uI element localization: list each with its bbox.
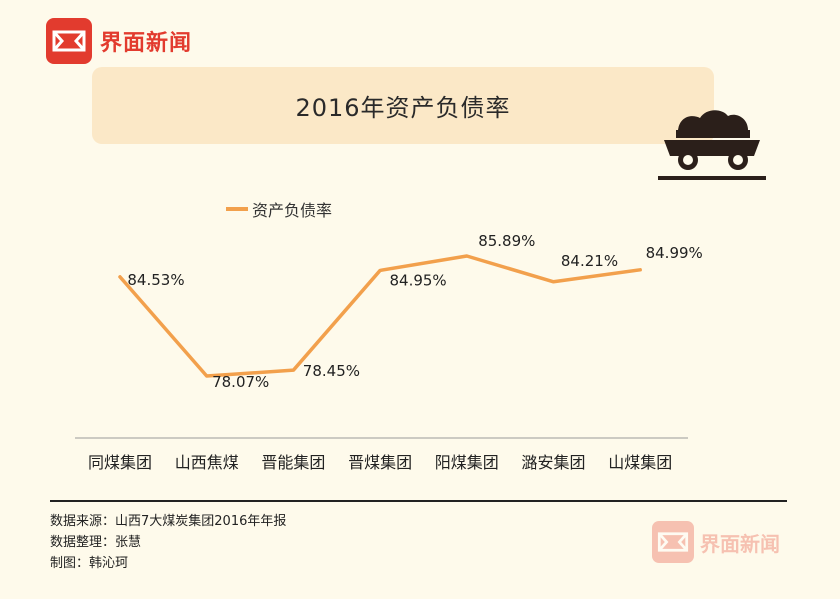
watermark-logo-icon [652,521,694,563]
x-tick-label: 同煤集团 [88,453,152,472]
brand-logo: 界面新闻 [46,18,192,64]
x-tick-label: 潞安集团 [521,453,585,472]
title-banner: 2016年资产负债率 [92,67,714,144]
data-label: 78.45% [303,362,360,380]
data-label: 84.95% [389,271,446,289]
coal-cart-icon [658,110,766,180]
legend-swatch [226,207,248,211]
data-label: 84.99% [646,244,703,262]
data-label: 84.21% [561,252,618,270]
data-label: 85.89% [478,232,535,250]
data-label: 78.07% [212,373,269,391]
chart-legend: 资产负债率 [226,197,332,221]
brand-name: 界面新闻 [100,31,193,56]
x-tick-label: 阳煤集团 [435,453,499,472]
data-compiled-text: 数据整理：张慧 [50,535,142,550]
footer-divider [50,500,787,502]
x-tick-label: 山西焦煤 [175,453,239,472]
made-by-text: 制图：韩沁珂 [50,556,129,571]
x-tick-label: 山煤集团 [608,453,672,472]
source-notes: 数据来源：山西7大煤炭集团2016年年报 数据整理：张慧 制图：韩沁珂 [50,511,286,574]
legend-label: 资产负债率 [252,201,333,220]
x-tick-label: 晋能集团 [261,453,325,472]
watermark: 界面新闻 [652,521,780,563]
series-line [118,254,642,378]
data-source-text: 数据来源：山西7大煤炭集团2016年年报 [50,514,287,529]
x-tick-label: 晋煤集团 [348,453,412,472]
brand-logo-icon [46,18,92,64]
watermark-text: 界面新闻 [700,531,780,556]
chart-title: 2016年资产负债率 [295,94,511,122]
data-label: 84.53% [127,271,184,289]
